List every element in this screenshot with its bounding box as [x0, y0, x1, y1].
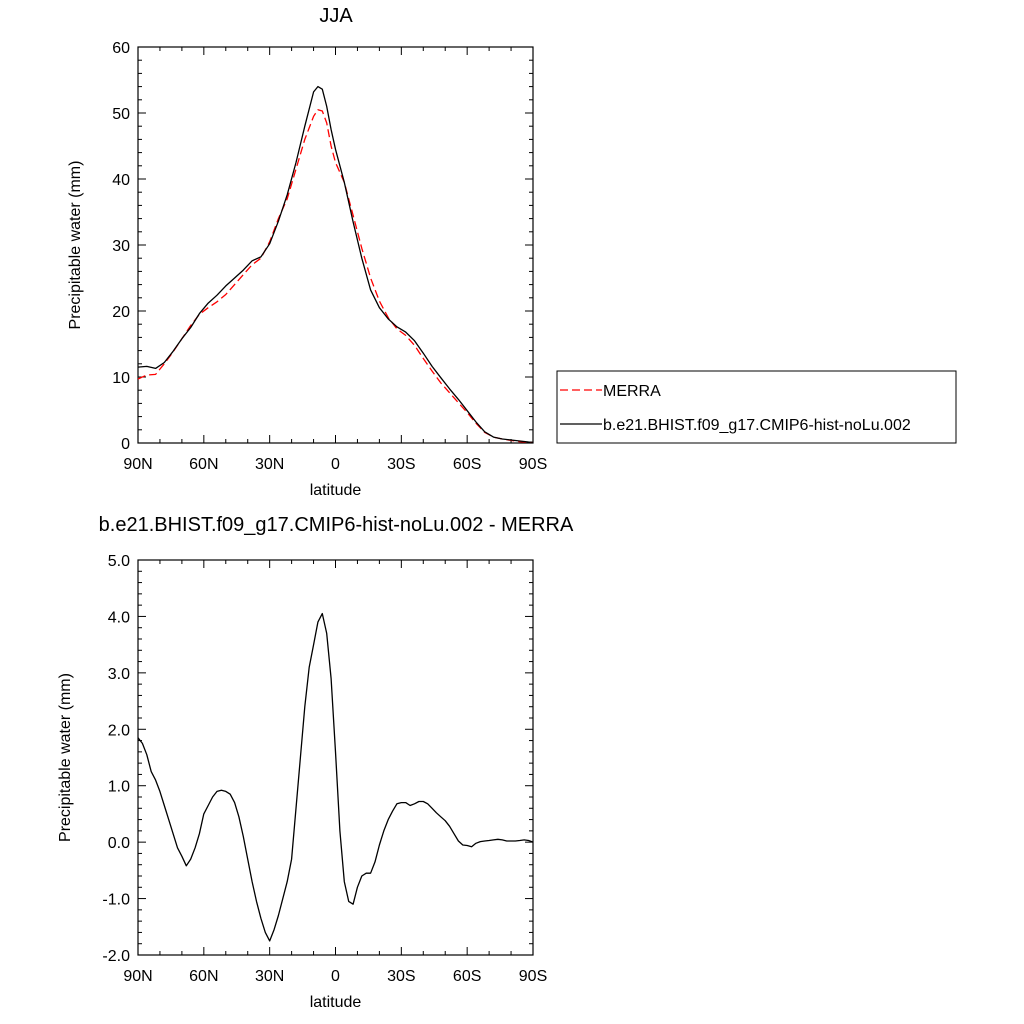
chart1-xtick-label: 90S [519, 456, 547, 473]
chart1-ytick-label: 50 [112, 106, 130, 123]
chart2-ytick-label: 2.0 [108, 722, 130, 739]
chart2-xtick-label: 30N [255, 968, 284, 985]
chart2-series-line-0 [137, 612, 534, 942]
chart1-ytick-label: 60 [112, 40, 130, 57]
chart1-ytick-label: 10 [112, 370, 130, 387]
chart2-plot: 90N 60N 30N 0 30S 60S 90S -2.0 -1.0 0.0 1.0 2.0 3.0 4… [57, 553, 547, 1011]
chart2-ytick-label: 0.0 [108, 835, 130, 852]
chart2-xtick-label: 90S [519, 968, 547, 985]
chart1-xtick-label: 30N [255, 456, 284, 473]
legend-box [556, 370, 957, 444]
chart1-series-b-e21-bhist-f09-g17-cmip6-hist-nolu-002 [137, 85, 534, 443]
chart2-xtick-label: 90N [123, 968, 152, 985]
chart2-xlabel: latitude [310, 994, 362, 1011]
chart1-xtick-label: 90N [123, 456, 152, 473]
chart2-ytick-label: -1.0 [102, 892, 130, 909]
chart1-xtick-label: 30S [387, 456, 415, 473]
chart1-xtick-label: 60N [189, 456, 218, 473]
chart2-ytick-label: 5.0 [108, 553, 130, 570]
chart1-xtick-label: 0 [331, 456, 340, 473]
chart2-ytick-label: 4.0 [108, 609, 130, 626]
chart1-frame [137, 46, 534, 444]
chart1-ytick-label: 20 [112, 304, 130, 321]
chart1-series-merra [137, 109, 533, 443]
chart1-ylabel: Precipitable water (mm) [67, 161, 84, 330]
chart1-ytick-label: 40 [112, 172, 130, 189]
chart1-xlabel: latitude [310, 482, 362, 499]
legend-model-label: b.e21.BHIST.f09_g17.CMIP6-hist-noLu.002 [603, 417, 911, 434]
chart2-title: b.e21.BHIST.f09_g17.CMIP6-hist-noLu.002 … [99, 514, 574, 536]
chart2-ytick-label: -2.0 [102, 948, 130, 965]
chart1-legend: MERRA b.e21.BHIST.f09_g17.CMIP6-hist-noL… [556, 370, 957, 444]
chart2-ytick-label: 3.0 [108, 666, 130, 683]
chart2-ytick-label: 1.0 [108, 779, 130, 796]
chart1-ytick-label: 30 [112, 238, 130, 255]
chart2-xtick-label: 60N [189, 968, 218, 985]
chart2-xtick-label: 30S [387, 968, 415, 985]
chart1-title: JJA [319, 5, 353, 27]
chart1-xtick-label: 60S [453, 456, 481, 473]
chart2-ylabel: Precipitable water (mm) [57, 673, 74, 842]
legend-merra-label: MERRA [603, 383, 661, 400]
chart1-plot: 90N 60N 30N 0 30S 60S 90S 0 10 20 30 40 50 60 latitude… [67, 40, 547, 499]
chart2-xtick-label: 60S [453, 968, 481, 985]
chart1-ytick-label: 0 [121, 436, 130, 453]
chart2-xtick-label: 0 [331, 968, 340, 985]
